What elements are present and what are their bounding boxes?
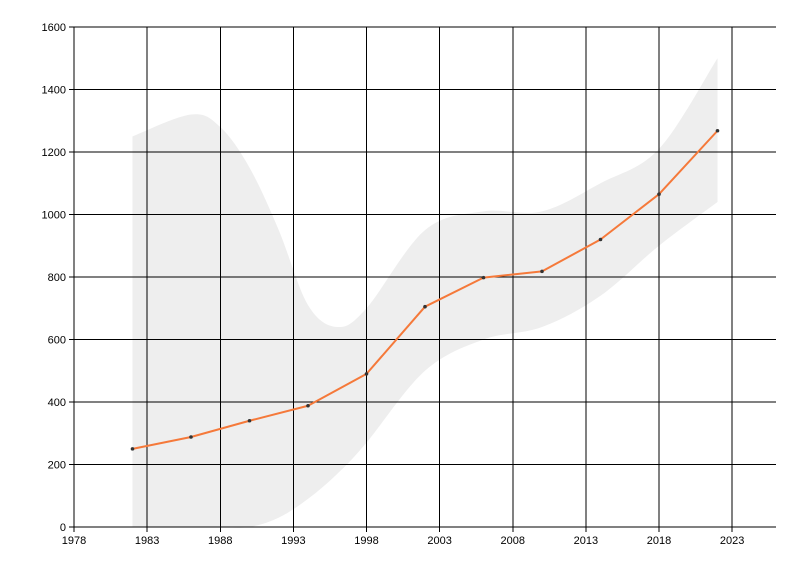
data-point [306,403,310,408]
data-point [130,447,135,451]
y-tick-label: 200 [48,460,66,472]
series-layer [130,128,720,451]
x-tick-label: 1983 [135,535,159,547]
axes [69,26,776,532]
data-point [247,418,252,423]
x-tick-label: 1993 [281,535,305,547]
data-point [715,128,720,133]
y-tick-label: 1200 [42,147,66,159]
confidence-band-layer [132,58,718,528]
x-tick-label: 2023 [720,535,744,547]
x-tick-label: 1978 [62,535,86,547]
y-tick-label: 1400 [42,85,66,97]
data-point [540,269,544,274]
x-tick-label: 1988 [208,535,232,547]
tick-labels: 1978 1983 1988 1993 1998 2003 2008 2013 2018 2023… [42,22,745,547]
y-tick-label: 1600 [42,22,66,34]
data-point [189,435,193,439]
x-tick-label: 2003 [427,535,451,547]
data-point [364,372,369,376]
data-point [657,192,661,196]
y-tick-label: 0 [60,522,66,534]
data-point [598,237,603,242]
x-tick-label: 1998 [354,535,378,547]
y-tick-label: 400 [48,397,66,409]
y-tick-label: 1000 [42,210,66,222]
data-point [481,275,486,280]
y-tick-label: 600 [48,335,66,347]
confidence-band [132,58,718,528]
data-point [423,304,427,309]
y-tick-label: 800 [48,272,66,284]
x-tick-label: 2008 [501,535,525,547]
x-tick-label: 2018 [647,535,671,547]
x-tick-label: 2013 [574,535,598,547]
gridlines [74,26,776,527]
